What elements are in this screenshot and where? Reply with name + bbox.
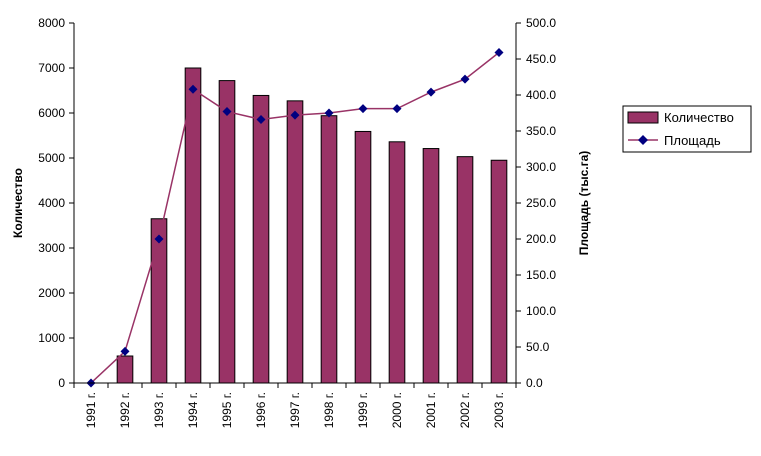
legend: Количество Площадь xyxy=(622,105,752,153)
line-series-group xyxy=(86,48,504,388)
bar xyxy=(218,80,236,384)
right-axis-title: Площадь (тыс.га) xyxy=(577,151,591,256)
left-tick-label: 3000 xyxy=(38,241,65,255)
x-tick-label: 1994 г. xyxy=(186,392,200,428)
bar xyxy=(456,156,474,384)
legend-marker-diamond xyxy=(638,135,648,145)
left-tick-label: 2000 xyxy=(38,286,65,300)
bar xyxy=(490,159,508,384)
right-tick-label: 250.0 xyxy=(526,196,556,210)
x-tick-label: 2000 г. xyxy=(390,392,404,428)
bar xyxy=(422,148,440,384)
line-point-marker xyxy=(120,346,130,356)
bar xyxy=(116,355,134,384)
left-tick-label: 8000 xyxy=(38,16,65,30)
right-tick-label: 200.0 xyxy=(526,232,556,246)
bar xyxy=(320,115,338,384)
line-point-marker xyxy=(256,114,266,124)
line-point-marker xyxy=(154,234,164,244)
bar xyxy=(286,100,304,384)
right-tick-label: 450.0 xyxy=(526,52,556,66)
right-tick-label: 350.0 xyxy=(526,124,556,138)
line-point-marker xyxy=(392,104,402,114)
right-tick-label: 150.0 xyxy=(526,268,556,282)
x-tick-label: 1992 г. xyxy=(118,392,132,428)
legend-label-bar: Количество xyxy=(664,110,734,125)
x-tick-label: 2001 г. xyxy=(424,392,438,428)
bar-series-group xyxy=(116,67,508,384)
x-tick-label: 1995 г. xyxy=(220,392,234,428)
line-point-marker xyxy=(460,74,470,84)
x-tick-label: 1991 г. xyxy=(84,392,98,428)
right-tick-label: 50.0 xyxy=(526,340,550,354)
x-tick-label: 2003 г. xyxy=(492,392,506,428)
legend-swatch-bar xyxy=(627,111,659,124)
right-tick-label: 500.0 xyxy=(526,16,556,30)
line-point-marker xyxy=(358,104,368,114)
right-tick-label: 400.0 xyxy=(526,88,556,102)
bar xyxy=(388,141,406,384)
left-tick-label: 0 xyxy=(58,376,65,390)
right-tick-label: 100.0 xyxy=(526,304,556,318)
legend-label-line: Площадь xyxy=(664,133,721,148)
right-tick-label: 300.0 xyxy=(526,160,556,174)
x-axis-ticks: 1991 г. 1992 г. 1993 г. 1994 г. 1995 г. 1996 … xyxy=(73,383,517,428)
right-tick-label: 0.0 xyxy=(526,376,543,390)
line-point-marker xyxy=(494,48,504,58)
left-tick-label: 5000 xyxy=(38,151,65,165)
bar xyxy=(354,130,372,384)
line-point-marker xyxy=(188,84,198,94)
x-tick-label: 1998 г. xyxy=(322,392,336,428)
bar xyxy=(252,94,270,384)
x-tick-label: 2002 г. xyxy=(458,392,472,428)
left-axis-ticks: 0 1000 2000 3000 4000 5000 6000 7000 8000 xyxy=(38,16,74,390)
line-point-marker xyxy=(426,87,436,97)
x-tick-label: 1996 г. xyxy=(254,392,268,428)
right-axis-ticks: 0.0 50.0 100.0 150.0 200.0 250.0 300.0 350.0 400… xyxy=(516,16,556,390)
x-tick-label: 1999 г. xyxy=(356,392,370,428)
left-tick-label: 4000 xyxy=(38,196,65,210)
left-tick-label: 6000 xyxy=(38,106,65,120)
x-tick-label: 1997 г. xyxy=(288,392,302,428)
left-tick-label: 1000 xyxy=(38,331,65,345)
left-tick-label: 7000 xyxy=(38,61,65,75)
line-point-marker xyxy=(324,108,334,118)
line-point-marker xyxy=(222,107,232,117)
line-point-marker xyxy=(290,110,300,120)
x-tick-label: 1993 г. xyxy=(152,392,166,428)
left-axis-title: Количество xyxy=(11,168,25,238)
